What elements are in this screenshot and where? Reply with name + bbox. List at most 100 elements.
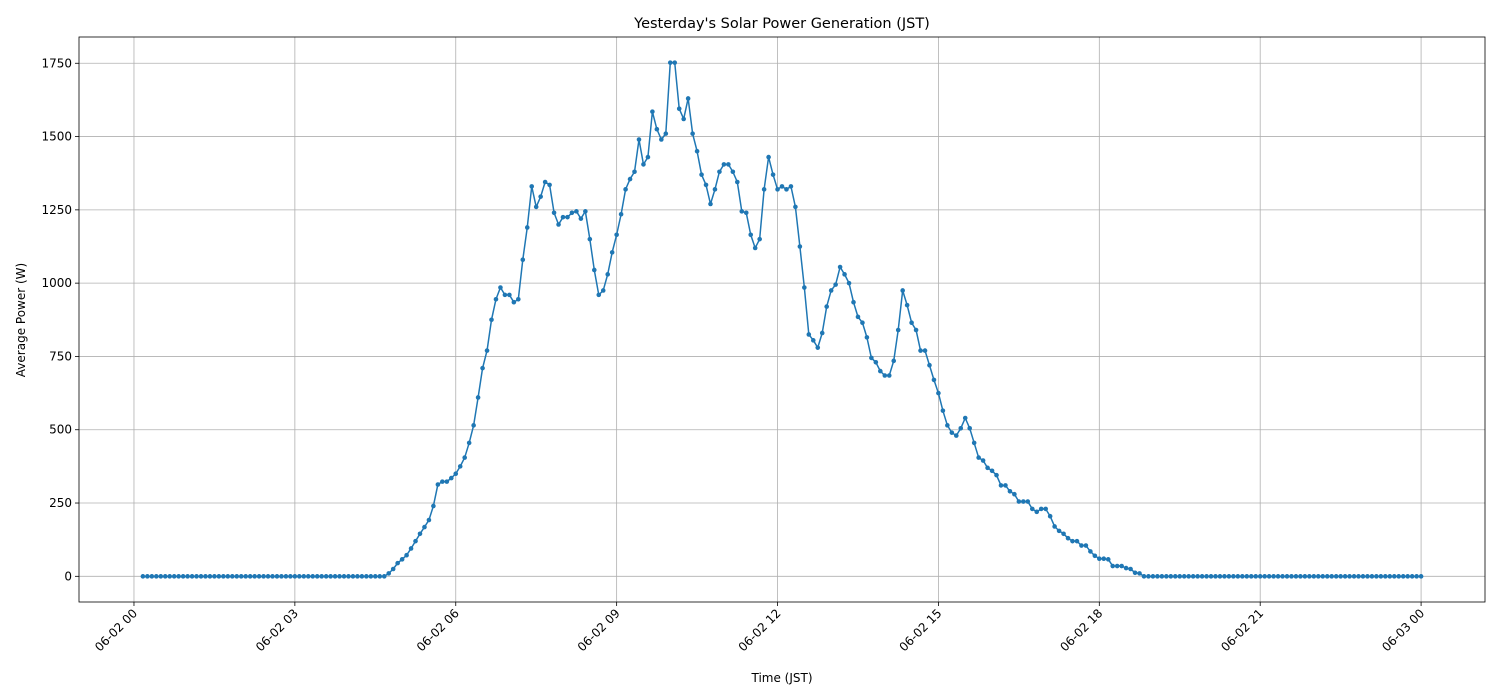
data-point (1311, 574, 1317, 579)
data-point (569, 210, 575, 216)
data-point (659, 137, 664, 142)
data-point (1047, 513, 1053, 519)
data-point (484, 348, 490, 353)
data-point (229, 574, 235, 579)
data-point (395, 560, 400, 566)
data-point (256, 574, 262, 579)
data-point (1374, 574, 1379, 579)
data-point (305, 574, 311, 579)
data-point (1092, 553, 1098, 559)
data-point (1141, 574, 1147, 579)
data-point (243, 574, 248, 579)
data-point (453, 471, 459, 477)
data-point (381, 574, 387, 579)
data-point (873, 360, 879, 365)
y-tick-label: 500 (49, 423, 72, 437)
data-point (824, 304, 829, 309)
data-point (976, 455, 981, 460)
data-point (529, 184, 535, 189)
x-tick-label: 06-02 15 (896, 606, 944, 654)
data-point (1056, 528, 1062, 534)
data-point (1257, 574, 1263, 579)
data-point (685, 96, 691, 101)
data-point (1088, 549, 1093, 554)
data-point (247, 574, 253, 579)
data-point (1226, 574, 1232, 579)
data-point (627, 176, 633, 182)
data-point (833, 282, 838, 287)
data-point (1289, 574, 1294, 579)
data-point (1172, 574, 1178, 579)
data-point (216, 574, 222, 579)
data-point (171, 574, 177, 579)
data-point (1065, 535, 1071, 541)
data-point (837, 264, 843, 270)
data-point (609, 250, 615, 255)
data-point (690, 131, 695, 136)
data-point (1400, 574, 1406, 579)
data-point (261, 574, 266, 579)
data-point (1164, 574, 1169, 579)
data-point (292, 574, 298, 579)
data-point (886, 373, 892, 378)
y-tick-label: 1500 (41, 130, 72, 144)
data-point (551, 210, 557, 216)
data-point (359, 574, 365, 579)
data-point (1244, 574, 1250, 579)
data-point (1025, 499, 1031, 504)
data-point (435, 482, 441, 487)
data-point (1021, 499, 1026, 504)
x-tick-label: 06-02 18 (1057, 606, 1105, 654)
data-point (498, 285, 503, 290)
data-point (207, 574, 213, 579)
data-point (270, 574, 275, 579)
data-point (489, 317, 494, 323)
data-point (869, 355, 874, 361)
data-point (1052, 524, 1057, 529)
x-tick-label: 06-02 03 (253, 606, 301, 654)
data-point (846, 280, 852, 286)
data-point (1365, 574, 1370, 579)
data-point (712, 187, 718, 192)
data-point (980, 458, 986, 463)
data-point (225, 574, 231, 579)
data-point (958, 425, 964, 431)
data-point (1074, 538, 1080, 544)
data-point (726, 162, 731, 167)
data-point (1262, 574, 1267, 579)
data-point (1083, 543, 1089, 548)
data-point (878, 368, 883, 374)
data-point (1405, 574, 1410, 579)
data-point (1061, 531, 1066, 537)
y-axis-label: Average Power (W) (14, 263, 28, 377)
data-point (1003, 483, 1008, 488)
data-point (337, 574, 342, 579)
data-point (1007, 488, 1013, 494)
data-point (708, 201, 713, 207)
data-point (350, 574, 356, 579)
data-point (158, 574, 164, 579)
data-point (1378, 574, 1384, 579)
data-point (457, 464, 463, 469)
data-point (806, 332, 812, 337)
data-point (1342, 574, 1348, 579)
data-point (788, 184, 794, 189)
data-point (511, 299, 517, 305)
data-point (819, 330, 825, 336)
chart-title: Yesterday's Solar Power Generation (JST) (633, 16, 930, 32)
data-point (475, 395, 481, 400)
data-point (985, 465, 990, 471)
data-point (471, 423, 476, 428)
data-point (297, 574, 302, 579)
data-point (154, 574, 159, 579)
data-point (1123, 565, 1129, 571)
data-point (1302, 574, 1308, 579)
data-point (493, 296, 499, 302)
data-point (167, 574, 173, 579)
x-tick-label: 06-02 12 (736, 606, 784, 654)
data-point (1190, 574, 1196, 579)
data-point (775, 187, 780, 192)
data-point (524, 225, 530, 230)
data-point (565, 214, 570, 220)
